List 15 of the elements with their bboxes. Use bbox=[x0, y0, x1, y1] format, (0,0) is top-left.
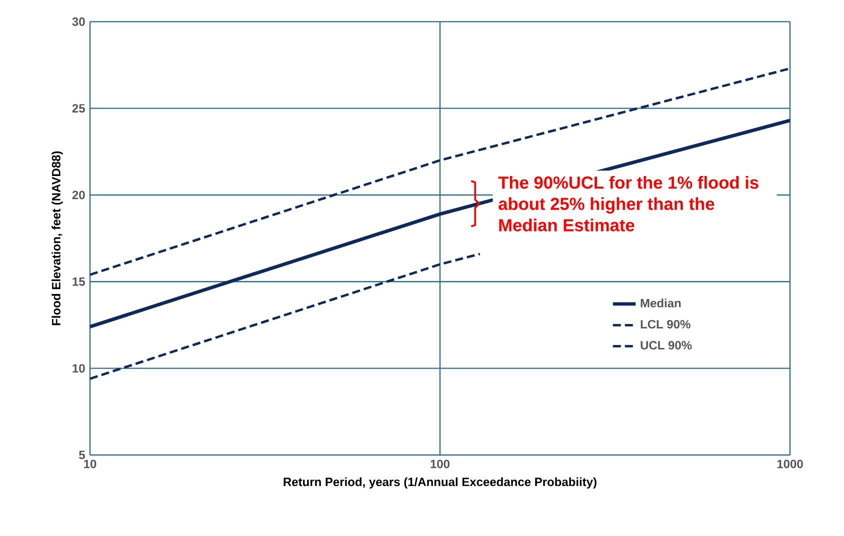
y-tick-label: 5 bbox=[79, 450, 85, 460]
x-tick-label: 1000 bbox=[777, 460, 803, 468]
y-tick-label: 15 bbox=[72, 277, 85, 286]
y-axis-title: Flood Elevation, feet (NAVD88) bbox=[52, 151, 63, 326]
annotation: The 90%UCL for the 1% flood is about 25% higher than the Median Estimate bbox=[498, 176, 758, 232]
y-tick-label: 10 bbox=[72, 364, 85, 373]
legend-label: LCL 90% bbox=[640, 320, 690, 328]
y-tick-label: 30 bbox=[72, 17, 85, 26]
x-tick-label: 100 bbox=[430, 460, 450, 468]
x-tick-label: 10 bbox=[84, 460, 96, 468]
y-tick-label: 20 bbox=[72, 190, 85, 200]
y-tick-label: 25 bbox=[72, 104, 85, 113]
legend-label: UCL 90% bbox=[640, 341, 692, 350]
legend-label: Median bbox=[640, 298, 681, 308]
x-axis-title: Return Period, years (1/Annual Exceedance Probabiity) bbox=[284, 477, 596, 489]
